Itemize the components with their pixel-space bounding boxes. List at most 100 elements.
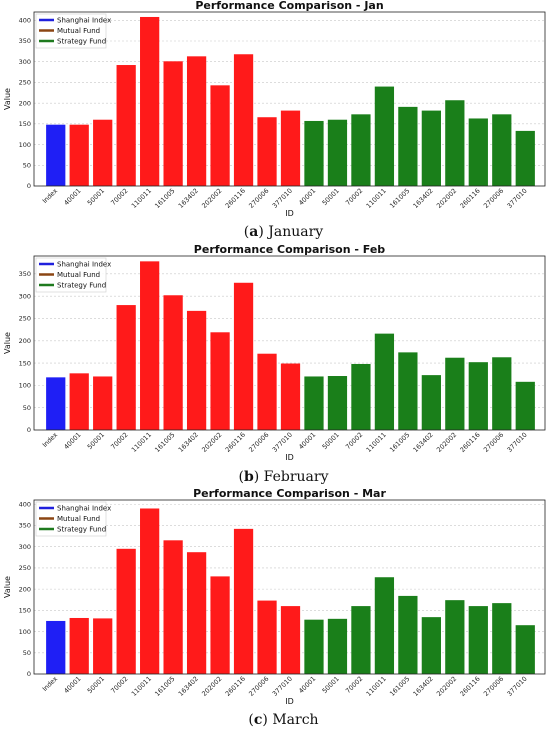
x-tick-label: 110011 — [365, 187, 388, 210]
x-tick-label: 260116 — [224, 187, 247, 210]
caption-letter: b — [244, 469, 254, 485]
caption-open-paren: ( — [238, 469, 243, 485]
caption-text: March — [272, 712, 318, 728]
x-tick-label: 110011 — [130, 187, 153, 210]
y-tick-label: 300 — [19, 292, 31, 300]
y-tick-label: 300 — [19, 58, 31, 66]
legend-label: Strategy Fund — [57, 525, 106, 533]
x-tick-label: 161005 — [153, 431, 176, 454]
x-tick-label: 260116 — [224, 675, 247, 698]
y-tick-label: 0 — [27, 426, 31, 434]
bar-mutual — [233, 282, 254, 430]
x-tick-label: 50001 — [321, 431, 341, 451]
bar-mutual — [163, 295, 183, 430]
bar-strategy — [374, 86, 395, 186]
y-tick-label: 0 — [27, 182, 31, 190]
bar-mutual — [186, 552, 207, 674]
bar-strategy — [304, 120, 324, 186]
x-tick-label: 110011 — [130, 675, 153, 698]
y-tick-label: 250 — [19, 564, 31, 572]
x-tick-label: Index — [41, 431, 59, 449]
legend: Shanghai Index Mutual Fund Strategy Fund — [35, 501, 111, 537]
x-tick-label: 202002 — [435, 187, 458, 210]
y-tick-label: 350 — [19, 522, 31, 530]
bar-mutual — [116, 65, 136, 186]
bar-mutual — [163, 61, 183, 186]
bar-strategy — [398, 595, 418, 674]
bar-strategy — [374, 333, 395, 430]
x-tick-label: 377010 — [271, 187, 294, 210]
x-tick-label: 50001 — [321, 187, 341, 207]
bar-strategy — [445, 100, 465, 186]
x-tick-label: 163402 — [412, 187, 435, 210]
x-tick-label: 260116 — [459, 431, 482, 454]
bar-strategy — [468, 118, 488, 186]
y-tick-label: 300 — [19, 543, 31, 551]
y-tick-label: 50 — [23, 161, 31, 169]
caption-close-paren: ) — [258, 224, 268, 240]
legend: Shanghai Index Mutual Fund Strategy Fund — [35, 257, 111, 293]
x-tick-label: 163402 — [177, 431, 200, 454]
x-tick-label: 163402 — [177, 675, 200, 698]
legend-label: Shanghai Index — [57, 504, 111, 512]
x-axis-label: ID — [285, 453, 294, 462]
x-tick-label: 40001 — [297, 187, 317, 207]
bar-mutual — [233, 528, 254, 674]
bar-strategy — [351, 363, 371, 430]
caption-text: January — [266, 224, 323, 240]
bar-strategy — [327, 376, 348, 430]
bar-mutual — [233, 54, 254, 186]
x-tick-label: 40001 — [297, 431, 317, 451]
x-tick-label: 260116 — [459, 187, 482, 210]
x-tick-label: 70002 — [109, 675, 129, 695]
bar-strategy — [468, 606, 488, 674]
y-tick-label: 350 — [19, 270, 31, 278]
caption-letter: c — [254, 712, 263, 728]
caption-letter: a — [249, 224, 258, 240]
y-tick-label: 200 — [19, 585, 31, 593]
bar-strategy — [492, 114, 512, 186]
y-tick-label: 150 — [19, 359, 31, 367]
x-tick-label: 40001 — [62, 187, 82, 207]
chart-title: Performance Comparison - Jan — [195, 0, 383, 12]
x-tick-label: 70002 — [344, 187, 364, 207]
bar-strategy — [515, 625, 535, 674]
x-tick-label: 40001 — [297, 675, 317, 695]
bar-strategy — [492, 603, 512, 674]
panel-caption: (a) January — [244, 224, 324, 240]
legend-label: Shanghai Index — [57, 260, 111, 268]
legend-label: Mutual Fund — [57, 27, 100, 35]
chart-panel-3: Performance Comparison - Mar 0 50 100 150 200… — [3, 487, 546, 728]
bar-strategy — [398, 352, 418, 430]
y-tick-label: 50 — [23, 649, 31, 657]
caption-text: February — [264, 469, 329, 485]
bar-strategy — [468, 362, 488, 430]
x-tick-label: 202002 — [200, 187, 223, 210]
bar-strategy — [421, 617, 441, 674]
y-tick-label: 200 — [19, 337, 31, 345]
x-tick-label: 161005 — [153, 675, 176, 698]
chart-panel-1: Performance Comparison - Jan 0 50 100 150 200… — [3, 0, 546, 240]
x-tick-label: 50001 — [86, 675, 106, 695]
x-tick-label: 377010 — [271, 675, 294, 698]
x-tick-label: 110011 — [365, 675, 388, 698]
y-tick-label: 400 — [19, 500, 31, 508]
bar-strategy — [421, 375, 441, 430]
y-tick-label: 200 — [19, 99, 31, 107]
x-tick-label: 50001 — [86, 187, 106, 207]
bar-index — [46, 620, 66, 674]
bar-strategy — [515, 130, 535, 186]
bar-mutual — [140, 261, 160, 430]
x-tick-label: 163402 — [412, 431, 435, 454]
x-tick-label: 377010 — [505, 187, 528, 210]
plot-frame — [33, 11, 546, 187]
x-tick-label: 202002 — [200, 675, 223, 698]
bar-strategy — [445, 357, 465, 430]
x-tick-label: 377010 — [271, 431, 294, 454]
legend: Shanghai Index Mutual Fund Strategy Fund — [35, 13, 111, 49]
plot-frame — [33, 255, 546, 431]
y-axis-label: Value — [3, 332, 12, 354]
bar-mutual — [140, 508, 160, 674]
bar-mutual — [210, 332, 230, 430]
x-axis-label: ID — [285, 697, 294, 706]
